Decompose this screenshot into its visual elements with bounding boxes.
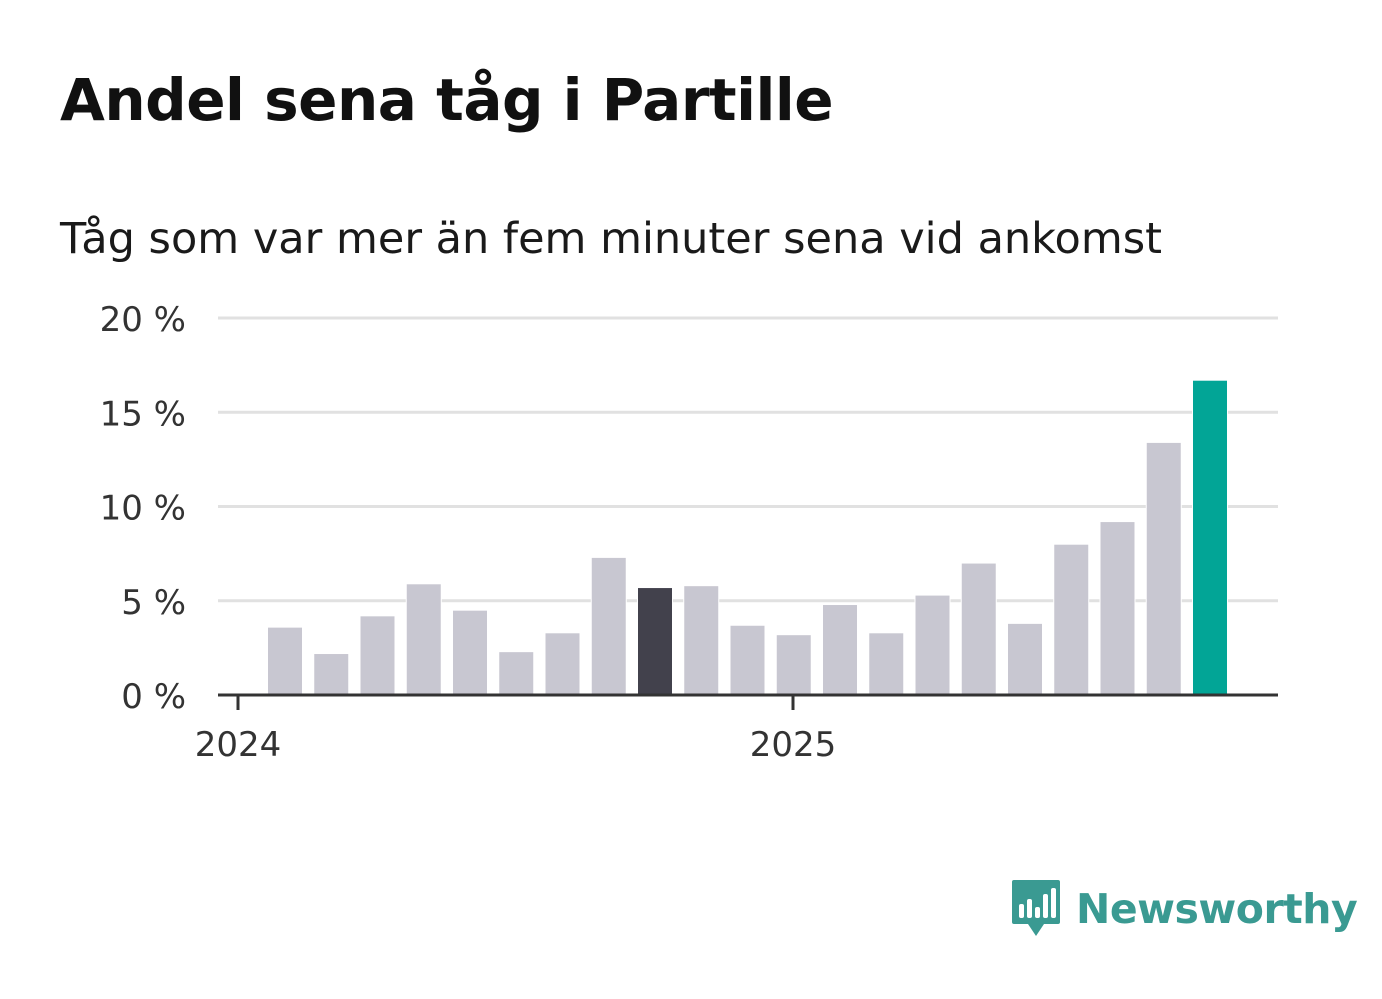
y-tick-label: 15 % xyxy=(100,394,186,434)
bar-2024-07 xyxy=(544,632,581,696)
bar-2025-02 xyxy=(868,632,905,696)
bar-2024-02 xyxy=(313,653,350,696)
bar-2024-10 xyxy=(683,585,720,696)
x-tick-label: 2025 xyxy=(750,725,837,765)
bar-2024-06 xyxy=(498,651,535,696)
bar-2025-01 xyxy=(822,604,858,696)
bar-2025-07 xyxy=(1099,521,1136,696)
bar-2025-05 xyxy=(1007,622,1043,696)
bar-2025-09 xyxy=(1192,379,1228,696)
axes: 0 % 5 % 10 % 15 % 20 % 2024 2025 xyxy=(100,300,1278,765)
bar-2024-05 xyxy=(452,609,488,696)
y-tick-label: 0 % xyxy=(121,677,186,717)
chart-subtitle: Tåg som var mer än fem minuter sena vid … xyxy=(60,214,1163,264)
bar-2024-12 xyxy=(775,634,812,696)
bars xyxy=(267,379,1228,696)
bar-2024-03 xyxy=(359,615,396,696)
bar-2024-01 xyxy=(267,626,303,696)
chart-title: Andel sena tåg i Partille xyxy=(60,66,834,134)
y-tick-label: 10 % xyxy=(100,489,186,529)
bar-2024-08 xyxy=(590,556,627,696)
bar-2025-03 xyxy=(914,594,951,696)
bar-2025-08 xyxy=(1145,441,1182,696)
bar-2024-09 xyxy=(637,587,673,696)
newsworthy-icon xyxy=(1012,880,1060,936)
brand-name: Newsworthy xyxy=(1076,885,1358,933)
brand-logo: Newsworthy xyxy=(1010,878,1358,940)
x-tick-label: 2024 xyxy=(195,725,282,765)
y-tick-label: 5 % xyxy=(121,583,186,623)
y-tick-label: 20 % xyxy=(100,300,186,340)
bar-2024-04 xyxy=(405,583,442,696)
bar-2024-11 xyxy=(729,624,766,696)
bar-2025-04 xyxy=(960,562,997,696)
bar-2025-06 xyxy=(1053,543,1090,696)
